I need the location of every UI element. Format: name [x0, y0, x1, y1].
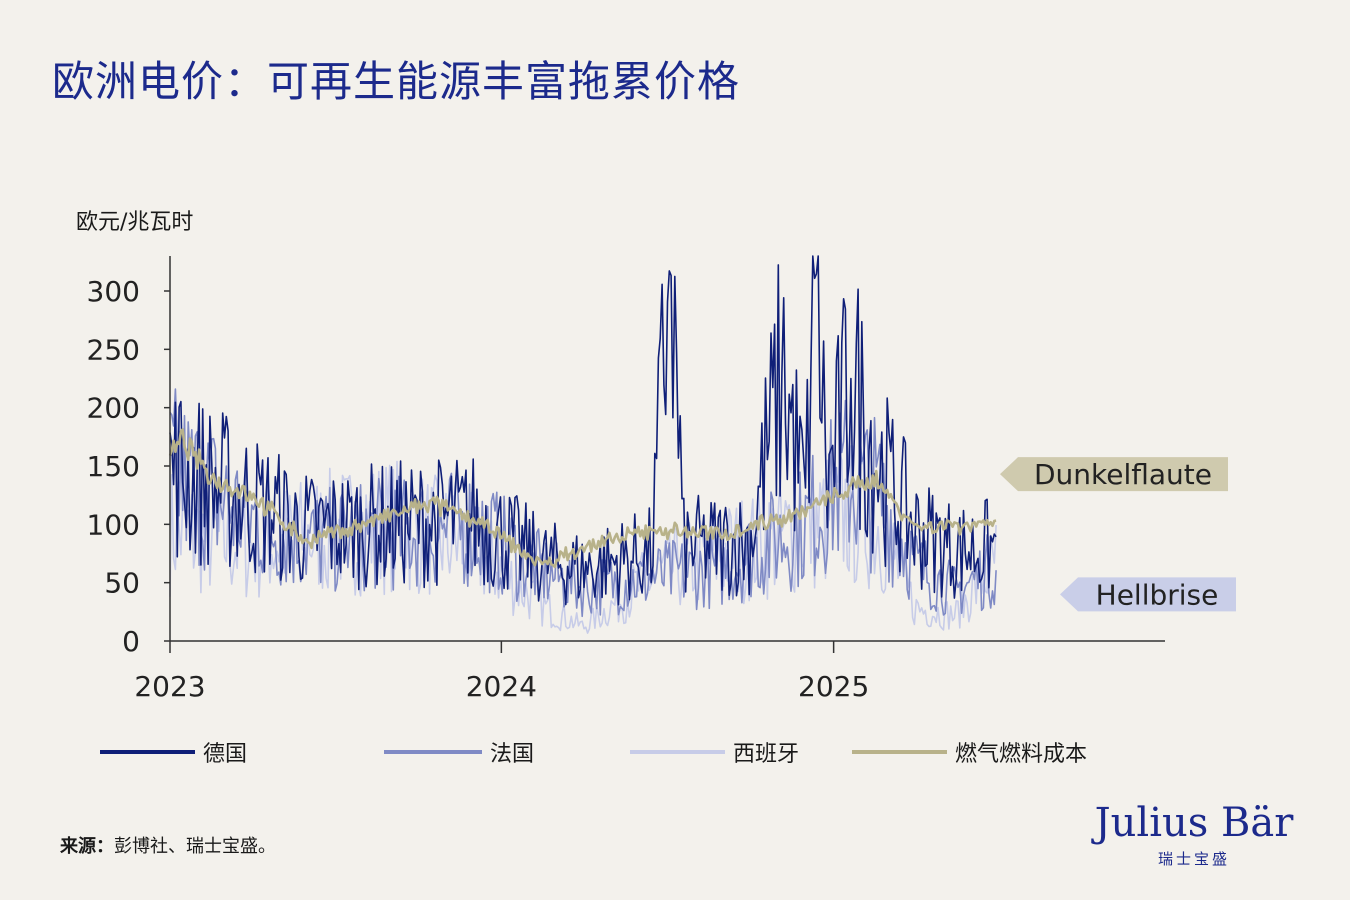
annotation-tag: [1000, 457, 1228, 492]
legend-item: 燃气燃料成本: [852, 732, 1087, 772]
y-tick-label: 300: [87, 275, 140, 308]
logo-text-cn: 瑞士宝盛: [1157, 850, 1230, 868]
legend-item: 德国: [100, 732, 247, 772]
source-label: 来源：: [60, 836, 114, 857]
axis-layer: 0 50 100 150 200 250 300 2023 2024 2025: [87, 256, 1165, 703]
annotation-label: Hellbrise: [1096, 578, 1219, 611]
logo-text-en: Julius Bär: [1094, 800, 1294, 846]
legend-item: 西班牙: [630, 732, 799, 772]
x-tick-label: 2024: [466, 670, 537, 703]
y-axis-unit-label: 欧元/兆瓦时: [76, 210, 194, 235]
y-tick-label: 250: [87, 333, 140, 366]
legend-item: 法国: [384, 732, 534, 772]
x-tick-label: 2023: [134, 670, 205, 703]
y-tick-label: 0: [122, 625, 140, 658]
y-tick-label: 150: [87, 450, 140, 483]
legend-label: 德国: [203, 742, 248, 767]
legend-swatch: [630, 750, 725, 754]
legend-swatch: [852, 750, 947, 754]
legend-label: 西班牙: [733, 742, 800, 767]
page-title: 欧洲电价：可再生能源丰富拖累价格: [52, 57, 741, 106]
legend-swatch: [384, 750, 482, 754]
annotation-layer: Dunkelflaute Hellbrise: [1000, 457, 1236, 612]
series-line-4: [168, 428, 997, 569]
source-note: 来源：彭博社、瑞士宝盛。: [60, 832, 276, 858]
y-tick-label: 100: [87, 508, 140, 541]
y-tick-label: 200: [87, 392, 140, 425]
annotation-label: Dunkelflaute: [1034, 458, 1212, 491]
source-text: 彭博社、瑞士宝盛。: [114, 836, 276, 857]
julius-baer-logo: Julius Bär 瑞士宝盛: [1094, 800, 1294, 869]
legend-swatch: [100, 750, 195, 754]
legend-label: 法国: [490, 742, 535, 767]
series-line-1: [169, 255, 997, 606]
annotation-tag: [1060, 577, 1236, 612]
legend-label: 燃气燃料成本: [955, 742, 1088, 767]
series-line-2: [169, 388, 997, 618]
y-tick-label: 50: [104, 567, 140, 600]
series-layer: [168, 255, 997, 634]
x-tick-label: 2025: [798, 670, 869, 703]
